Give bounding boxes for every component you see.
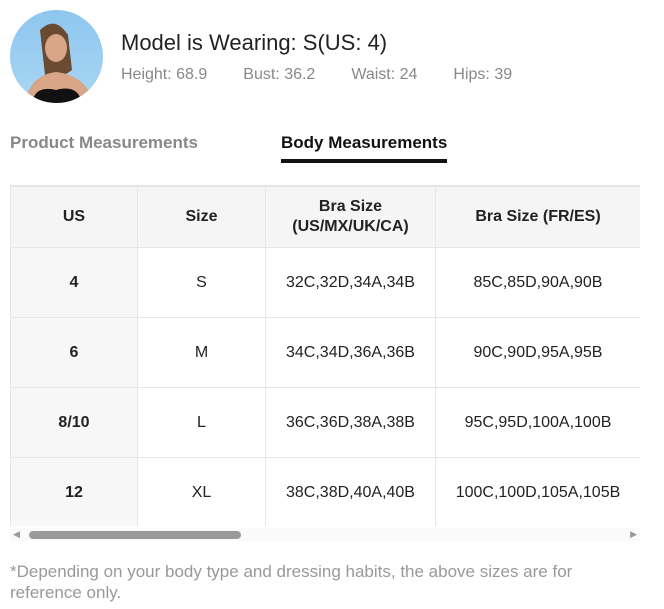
header-size: Size	[137, 186, 266, 248]
tab-product-measurements[interactable]: Product Measurements	[10, 133, 198, 152]
stat-hips: Hips: 39	[453, 66, 513, 83]
table-cell: 90C,90D,95A,95B	[435, 317, 640, 388]
size-table-container: US Size Bra Size (US/MX/UK/CA) Bra Size (…	[10, 185, 640, 526]
table-cell: 12	[10, 457, 138, 526]
header-bra-size-us: Bra Size (US/MX/UK/CA)	[265, 186, 436, 248]
header-bra-size-label: Bra Size	[318, 198, 383, 215]
table-cell: 38C,38D,40A,40B	[265, 457, 436, 526]
table-cell: 4	[10, 247, 138, 318]
table-cell: 85C,85D,90A,90B	[435, 247, 640, 318]
header-bra-size-regions: (US/MX/UK/CA)	[292, 218, 409, 235]
model-stats: Height: 68.9 Bust: 36.2 Waist: 24 Hips: …	[121, 66, 548, 84]
table-cell: 100C,100D,105A,105B	[435, 457, 640, 526]
table-cell: 36C,36D,38A,38B	[265, 387, 436, 458]
stat-waist: Waist: 24	[351, 66, 418, 83]
horizontal-scrollbar[interactable]: ◀ ▶	[10, 528, 640, 541]
scroll-right-icon[interactable]: ▶	[630, 529, 637, 539]
header-bra-size-fr: Bra Size (FR/ES)	[435, 186, 640, 248]
table-row: 8/10 L 36C,36D,38A,38B 95C,95D,100A,100B	[10, 387, 640, 458]
table-row: 6 M 34C,34D,36A,36B 90C,90D,95A,95B	[10, 317, 640, 388]
table-cell: 6	[10, 317, 138, 388]
scrollbar-thumb[interactable]	[29, 531, 241, 539]
table-row: 4 S 32C,32D,34A,34B 85C,85D,90A,90B	[10, 247, 640, 318]
table-cell: XL	[137, 457, 266, 526]
tab-body-measurements[interactable]: Body Measurements	[281, 133, 448, 163]
table-row: 12 XL 38C,38D,40A,40B 100C,100D,105A,105B	[10, 457, 640, 526]
scroll-left-icon[interactable]: ◀	[13, 529, 20, 539]
table-cell: S	[137, 247, 266, 318]
model-wearing-title: Model is Wearing: S(US: 4)	[121, 30, 388, 55]
disclaimer-note: *Depending on your body type and dressin…	[10, 562, 573, 602]
table-cell: 8/10	[10, 387, 138, 458]
stat-height: Height: 68.9	[121, 66, 208, 83]
table-cell: 32C,32D,34A,34B	[265, 247, 436, 318]
table-cell: 34C,34D,36A,36B	[265, 317, 436, 388]
table-cell: L	[137, 387, 266, 458]
table-cell: 95C,95D,100A,100B	[435, 387, 640, 458]
size-table: US Size Bra Size (US/MX/UK/CA) Bra Size (…	[10, 186, 640, 526]
model-avatar	[10, 10, 103, 103]
table-cell: M	[137, 317, 266, 388]
header-us: US	[10, 186, 138, 248]
stat-bust: Bust: 36.2	[243, 66, 316, 83]
